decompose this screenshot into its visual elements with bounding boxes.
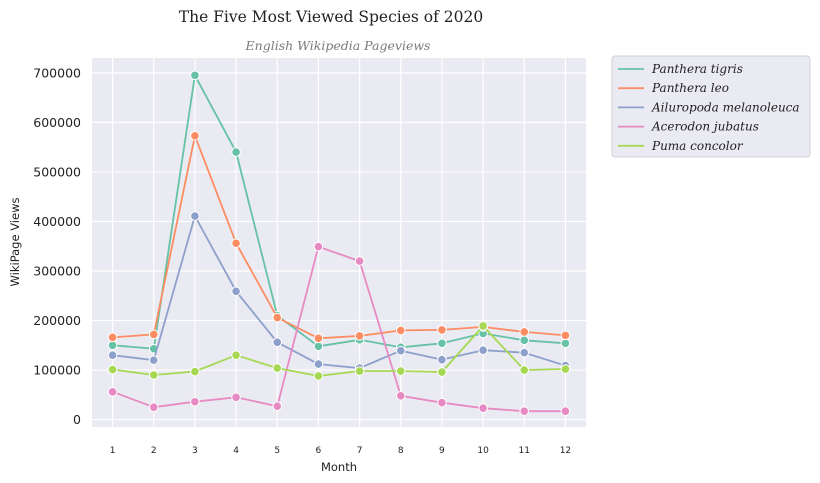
data-point-puma-concolor xyxy=(478,321,488,331)
series-line-ailuropoda-melanoleuca xyxy=(112,215,566,370)
chart-subtitle: English Wikipedia Pageviews xyxy=(245,38,431,53)
x-tick-label: 12 xyxy=(560,446,571,456)
data-point-ailuropoda-melanoleuca xyxy=(190,211,200,221)
data-point-acerodon-jubatus xyxy=(354,256,365,266)
data-point-acerodon-jubatus xyxy=(190,396,200,407)
data-point-panthera-leo xyxy=(190,130,200,141)
series-ailuropoda-melanoleuca xyxy=(107,211,571,373)
plot-area xyxy=(92,58,586,427)
y-tick-label: 500000 xyxy=(33,164,81,179)
x-tick-label: 6 xyxy=(316,446,322,456)
x-tick-label: 4 xyxy=(233,446,239,456)
y-tick-label: 400000 xyxy=(33,214,81,229)
data-point-puma-concolor xyxy=(395,366,406,376)
y-tick-label: 700000 xyxy=(33,65,81,80)
y-tick-label: 200000 xyxy=(33,313,81,328)
legend-item-puma-concolor: Puma concolor xyxy=(618,139,744,153)
x-tick-label: 2 xyxy=(151,446,157,456)
data-point-puma-concolor xyxy=(437,367,447,377)
data-point-panthera-tigris xyxy=(231,147,241,157)
data-point-puma-concolor xyxy=(231,350,241,360)
data-point-puma-concolor xyxy=(519,365,530,375)
data-point-acerodon-jubatus xyxy=(313,241,324,252)
y-axis-label: WikiPage Views xyxy=(8,198,22,287)
data-point-panthera-leo xyxy=(313,333,324,344)
data-point-ailuropoda-melanoleuca xyxy=(313,359,324,369)
legend: Panthera tigris Panthera leo Ailuropoda me… xyxy=(611,55,811,158)
data-point-ailuropoda-melanoleuca xyxy=(395,345,406,356)
data-point-acerodon-jubatus xyxy=(519,406,530,416)
data-point-ailuropoda-melanoleuca xyxy=(478,345,488,356)
axis-ticks: 0 100000 200000 300000 400000 500000 600000 700… xyxy=(33,65,571,456)
y-tick-label: 100000 xyxy=(33,363,81,378)
data-point-ailuropoda-melanoleuca xyxy=(107,350,118,360)
data-point-panthera-tigris xyxy=(519,335,530,346)
data-point-panthera-leo xyxy=(107,332,118,343)
data-point-acerodon-jubatus xyxy=(107,387,118,397)
data-point-puma-concolor xyxy=(190,366,200,377)
series-acerodon-jubatus xyxy=(107,241,571,416)
data-point-panthera-leo xyxy=(560,330,571,341)
x-tick-label: 7 xyxy=(357,446,363,456)
data-point-acerodon-jubatus xyxy=(395,390,406,401)
data-point-acerodon-jubatus xyxy=(148,402,159,412)
series-line-panthera-leo xyxy=(112,134,566,340)
data-point-panthera-tigris xyxy=(560,338,571,349)
data-point-panthera-leo xyxy=(231,238,241,249)
data-point-puma-concolor xyxy=(148,370,159,380)
data-point-acerodon-jubatus xyxy=(231,392,241,403)
data-point-acerodon-jubatus xyxy=(437,397,447,408)
data-point-ailuropoda-melanoleuca xyxy=(148,355,159,365)
data-point-ailuropoda-melanoleuca xyxy=(272,337,283,348)
data-point-panthera-leo xyxy=(395,325,406,336)
chart-title: The Five Most Viewed Species of 2020 xyxy=(179,8,484,26)
data-point-panthera-leo xyxy=(519,327,530,337)
y-tick-label: 0 xyxy=(73,412,81,427)
data-point-puma-concolor xyxy=(354,366,365,376)
series-lines xyxy=(107,70,571,416)
x-tick-label: 9 xyxy=(439,446,445,456)
x-tick-label: 1 xyxy=(110,446,116,456)
series-line-puma-concolor xyxy=(112,325,566,377)
data-point-puma-concolor xyxy=(107,364,118,375)
legend-item-ailuropoda-melanoleuca: Ailuropoda melanoleuca xyxy=(618,100,800,114)
legend-item-panthera-tigris: Panthera tigris xyxy=(618,62,743,76)
data-point-ailuropoda-melanoleuca xyxy=(231,286,241,297)
data-point-panthera-leo xyxy=(272,312,283,323)
legend-item-panthera-leo: Panthera leo xyxy=(618,81,729,95)
x-tick-label: 11 xyxy=(519,446,530,456)
legend-label: Puma concolor xyxy=(651,139,744,153)
legend-label: Panthera tigris xyxy=(651,62,743,76)
legend-box xyxy=(611,55,811,158)
legend-label: Ailuropoda melanoleuca xyxy=(651,100,800,114)
x-tick-label: 10 xyxy=(477,446,489,456)
y-tick-label: 600000 xyxy=(33,115,81,130)
legend-label: Acerodon jubatus xyxy=(651,120,759,134)
legend-item-acerodon-jubatus: Acerodon jubatus xyxy=(618,120,759,134)
legend-label: Panthera leo xyxy=(651,81,729,95)
y-tick-label: 300000 xyxy=(33,263,81,278)
data-point-panthera-leo xyxy=(437,325,447,335)
data-point-puma-concolor xyxy=(272,363,283,373)
data-point-ailuropoda-melanoleuca xyxy=(519,347,530,358)
data-point-ailuropoda-melanoleuca xyxy=(437,354,447,365)
data-point-panthera-tigris xyxy=(437,338,447,349)
data-point-puma-concolor xyxy=(560,364,571,374)
series-line-acerodon-jubatus xyxy=(112,245,566,413)
data-point-panthera-tigris xyxy=(313,341,324,352)
data-point-acerodon-jubatus xyxy=(560,406,571,416)
data-point-panthera-tigris xyxy=(190,70,200,81)
x-axis-label: Month xyxy=(321,460,357,474)
x-tick-label: 5 xyxy=(274,446,280,456)
data-point-panthera-leo xyxy=(148,329,159,340)
data-point-acerodon-jubatus xyxy=(272,401,283,411)
data-point-puma-concolor xyxy=(313,371,324,381)
x-tick-label: 8 xyxy=(398,446,404,456)
data-point-panthera-tigris xyxy=(107,340,118,351)
x-tick-label: 3 xyxy=(192,446,198,456)
series-puma-concolor xyxy=(107,321,571,381)
data-point-acerodon-jubatus xyxy=(478,403,488,413)
data-point-panthera-leo xyxy=(354,331,365,341)
